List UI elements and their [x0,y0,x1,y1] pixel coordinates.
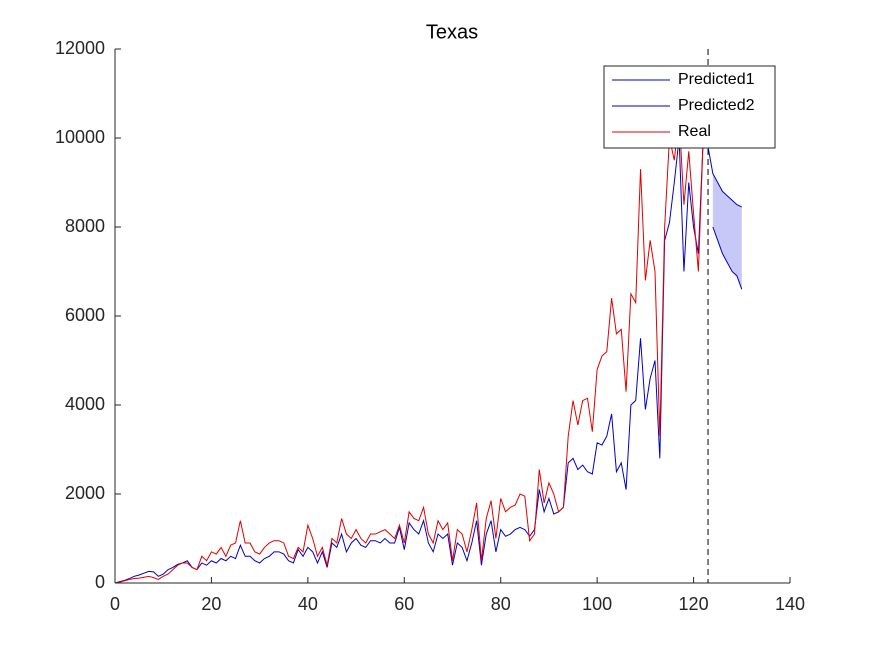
x-tick-label: 40 [298,594,318,614]
forecast-band [712,173,742,290]
y-tick-label: 0 [95,572,105,592]
x-tick-label: 140 [775,594,805,614]
y-tick-label: 6000 [65,305,105,325]
chart-title: Texas [426,21,478,43]
x-tick-label: 80 [491,594,511,614]
y-tick-label: 4000 [65,394,105,414]
series-line [114,115,704,584]
series-line [712,226,743,290]
x-tick-label: 0 [110,594,120,614]
y-tick-label: 8000 [65,216,105,236]
legend-label: Predicted2 [678,97,755,114]
y-tick-label: 12000 [55,38,105,58]
y-tick-label: 10000 [55,127,105,147]
legend-label: Predicted1 [678,71,755,88]
legend-label: Real [678,123,711,140]
x-tick-label: 100 [582,594,612,614]
x-tick-label: 60 [394,594,414,614]
series-line [114,136,742,584]
y-tick-label: 2000 [65,483,105,503]
legend-box [603,65,776,149]
x-tick-label: 120 [679,594,709,614]
x-tick-label: 20 [201,594,221,614]
